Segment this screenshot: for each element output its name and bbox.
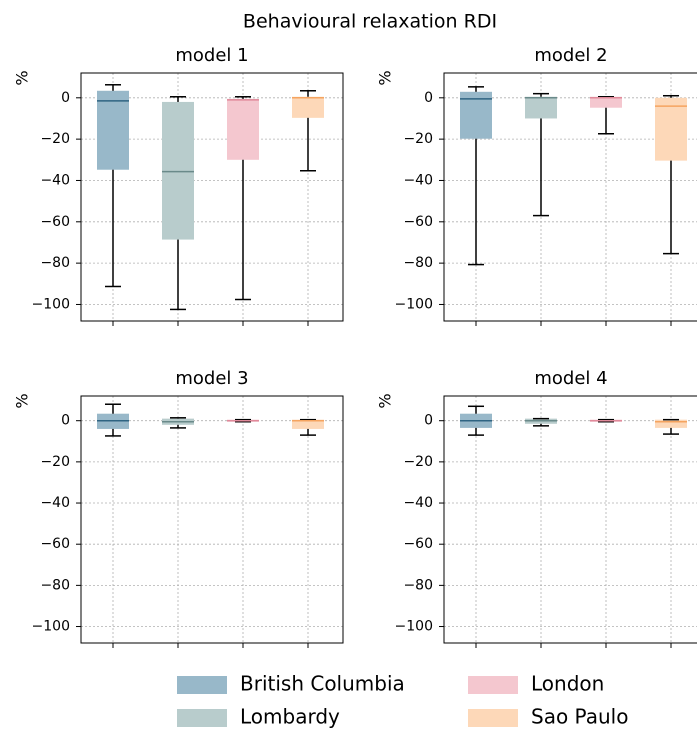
box xyxy=(655,97,687,161)
box xyxy=(292,419,324,429)
y-tick-label: 0 xyxy=(61,90,70,106)
box xyxy=(292,96,324,118)
y-tick-label: −100 xyxy=(32,296,70,312)
y-tick-label: −80 xyxy=(403,255,433,271)
subplot-title: model 4 xyxy=(534,368,607,389)
y-tick-label: −80 xyxy=(40,577,70,593)
legend-swatch xyxy=(177,676,227,694)
axes-frame xyxy=(80,72,344,322)
y-tick-label: −20 xyxy=(40,454,70,470)
y-tick-label: −40 xyxy=(403,495,433,511)
axes-frame xyxy=(443,72,697,322)
y-tick-label: −80 xyxy=(40,255,70,271)
legend-label: Sao Paulo xyxy=(531,705,628,729)
legend-swatch xyxy=(468,676,518,694)
y-tick-label: −60 xyxy=(403,536,433,552)
legend-swatch xyxy=(468,709,518,727)
legend-swatch xyxy=(177,709,227,727)
y-tick-label: −40 xyxy=(40,495,70,511)
subplot-title: model 1 xyxy=(175,45,248,66)
y-axis-label: % xyxy=(13,393,32,408)
y-tick-label: −60 xyxy=(40,214,70,230)
y-tick-label: −40 xyxy=(40,172,70,188)
axes-frame xyxy=(80,395,344,644)
legend-label: Lombardy xyxy=(240,705,340,729)
y-tick-label: −40 xyxy=(403,172,433,188)
box xyxy=(162,101,194,240)
y-tick-label: −60 xyxy=(403,214,433,230)
box xyxy=(590,96,622,108)
subplot-title: model 2 xyxy=(534,45,607,66)
y-tick-label: −100 xyxy=(395,619,433,635)
y-tick-label: −100 xyxy=(32,619,70,635)
y-tick-label: −60 xyxy=(40,536,70,552)
legend-label: London xyxy=(531,672,604,696)
y-tick-label: 0 xyxy=(424,413,433,429)
y-tick-label: 0 xyxy=(61,413,70,429)
legend-label: British Columbia xyxy=(240,672,405,696)
y-tick-label: −20 xyxy=(403,454,433,470)
figure-title: Behavioural relaxation RDI xyxy=(243,11,497,33)
subplot-title: model 3 xyxy=(175,368,248,389)
y-axis-label: % xyxy=(376,70,395,85)
y-tick-label: −80 xyxy=(403,577,433,593)
box xyxy=(97,90,129,170)
box xyxy=(227,98,259,160)
y-tick-label: −100 xyxy=(395,296,433,312)
axes-frame xyxy=(443,395,697,644)
y-tick-label: −20 xyxy=(40,131,70,147)
y-axis-label: % xyxy=(376,393,395,408)
box xyxy=(460,91,492,139)
y-tick-label: −20 xyxy=(403,131,433,147)
y-axis-label: % xyxy=(13,70,32,85)
box xyxy=(525,96,557,119)
box xyxy=(655,419,687,428)
y-tick-label: 0 xyxy=(424,90,433,106)
